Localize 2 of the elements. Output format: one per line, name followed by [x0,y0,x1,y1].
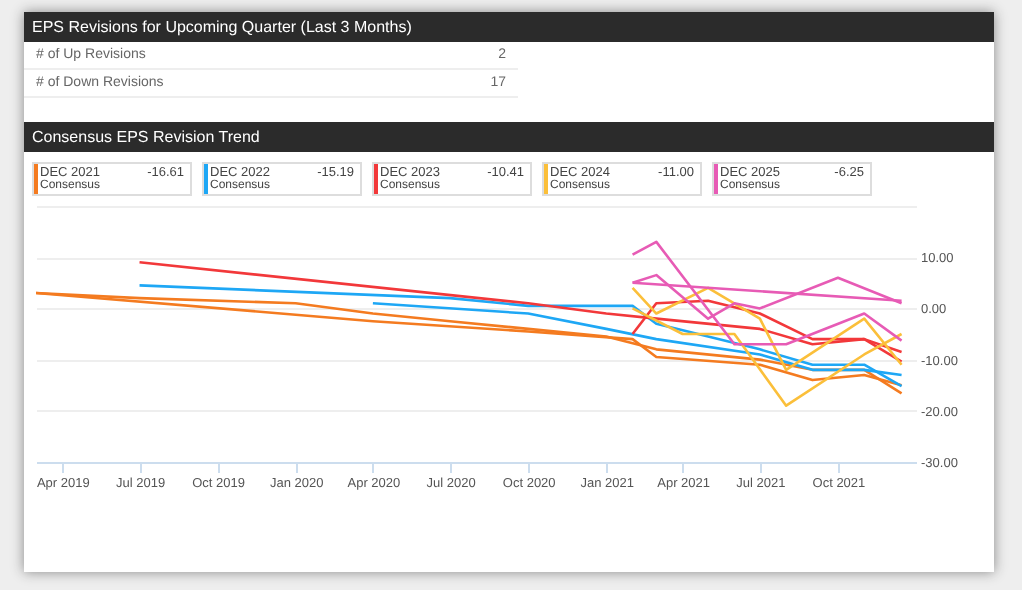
text: EPS Revisions for Upcoming Quarter (Last 3 Months) [24,12,994,42]
chart-title: Consensus EPS Revision Trend [24,122,994,152]
